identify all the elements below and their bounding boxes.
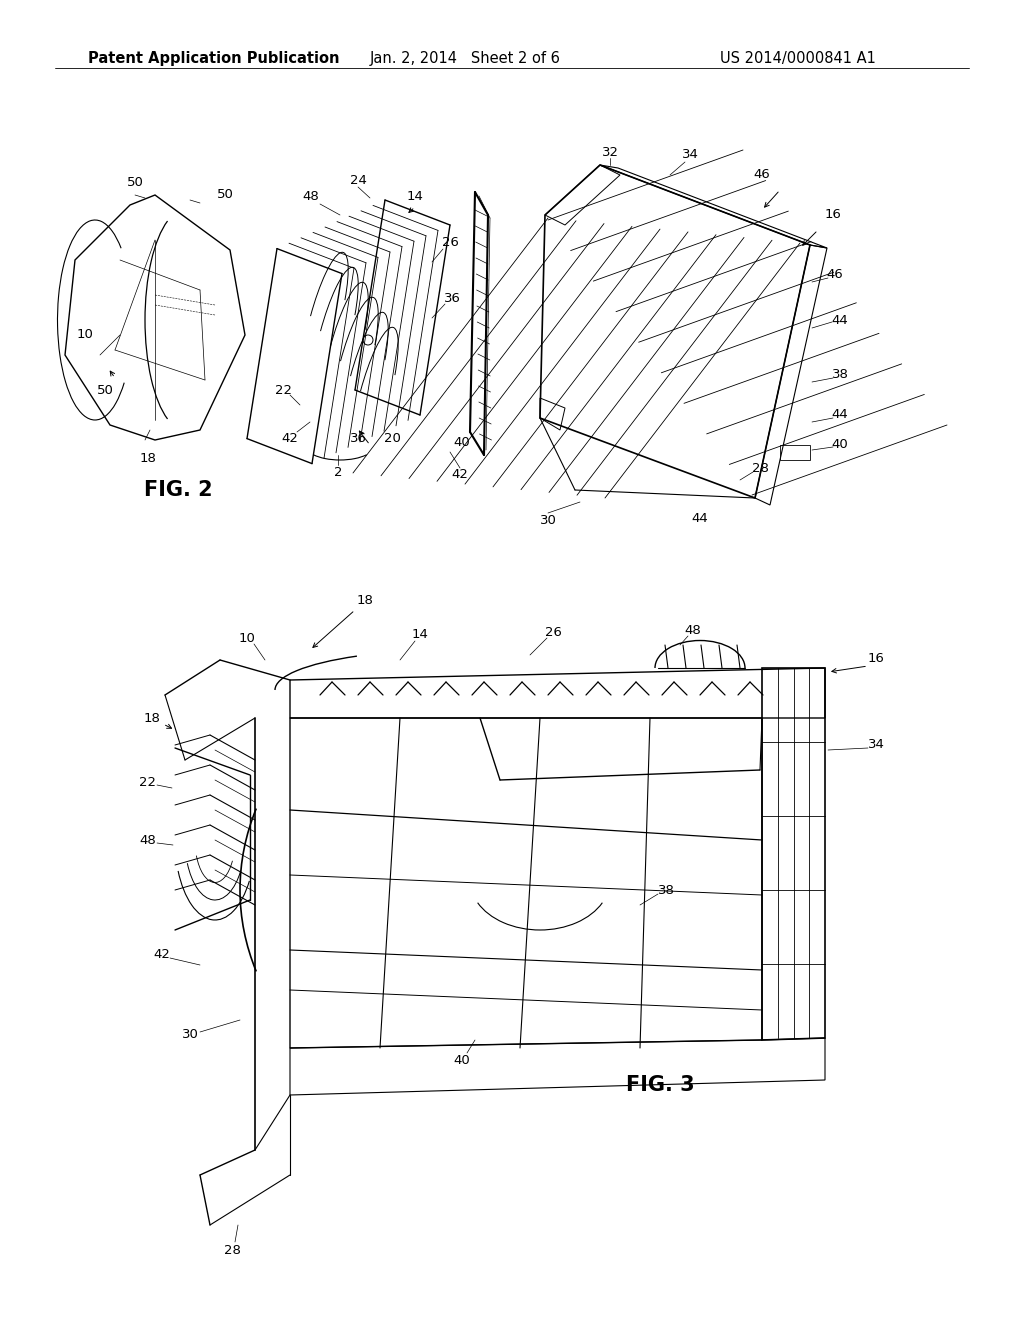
Text: 44: 44 xyxy=(831,314,848,326)
Text: 10: 10 xyxy=(77,329,93,342)
Text: 40: 40 xyxy=(454,1053,470,1067)
Text: 34: 34 xyxy=(867,738,885,751)
Text: 26: 26 xyxy=(441,236,459,249)
Text: 32: 32 xyxy=(601,145,618,158)
Text: 22: 22 xyxy=(274,384,292,396)
Text: 24: 24 xyxy=(349,173,367,186)
Text: 44: 44 xyxy=(831,408,848,421)
Text: FIG. 3: FIG. 3 xyxy=(626,1074,694,1096)
Text: 40: 40 xyxy=(831,438,848,451)
Text: 36: 36 xyxy=(443,292,461,305)
Text: 18: 18 xyxy=(356,594,374,606)
Text: 40: 40 xyxy=(454,436,470,449)
Text: 28: 28 xyxy=(223,1243,241,1257)
Text: 50: 50 xyxy=(96,384,114,396)
Text: 16: 16 xyxy=(824,209,842,222)
Text: 46: 46 xyxy=(754,169,770,181)
Text: 26: 26 xyxy=(545,626,561,639)
Text: 18: 18 xyxy=(143,711,161,725)
Text: 42: 42 xyxy=(282,432,298,445)
Text: 16: 16 xyxy=(867,652,885,664)
Text: 28: 28 xyxy=(752,462,768,474)
Text: Jan. 2, 2014   Sheet 2 of 6: Jan. 2, 2014 Sheet 2 of 6 xyxy=(370,50,561,66)
Text: 48: 48 xyxy=(685,623,701,636)
Text: 20: 20 xyxy=(384,432,400,445)
Text: 46: 46 xyxy=(826,268,844,281)
Text: Patent Application Publication: Patent Application Publication xyxy=(88,50,340,66)
Text: 38: 38 xyxy=(831,368,849,381)
Text: 34: 34 xyxy=(682,149,698,161)
Text: US 2014/0000841 A1: US 2014/0000841 A1 xyxy=(720,50,876,66)
Text: 14: 14 xyxy=(407,190,424,203)
Text: 42: 42 xyxy=(154,949,170,961)
Text: 18: 18 xyxy=(139,451,157,465)
Text: 22: 22 xyxy=(139,776,157,788)
Text: 48: 48 xyxy=(303,190,319,203)
Text: FIG. 2: FIG. 2 xyxy=(143,480,212,500)
Text: 10: 10 xyxy=(239,631,255,644)
Text: 44: 44 xyxy=(691,511,709,524)
Text: 50: 50 xyxy=(216,189,233,202)
Text: 14: 14 xyxy=(412,628,428,642)
Text: 30: 30 xyxy=(181,1028,199,1041)
Text: 38: 38 xyxy=(657,883,675,896)
Text: 2: 2 xyxy=(334,466,342,479)
Text: 30: 30 xyxy=(540,513,556,527)
Text: 48: 48 xyxy=(139,833,157,846)
Text: 36: 36 xyxy=(349,432,367,445)
Text: 50: 50 xyxy=(127,177,143,190)
Text: 42: 42 xyxy=(452,469,468,482)
